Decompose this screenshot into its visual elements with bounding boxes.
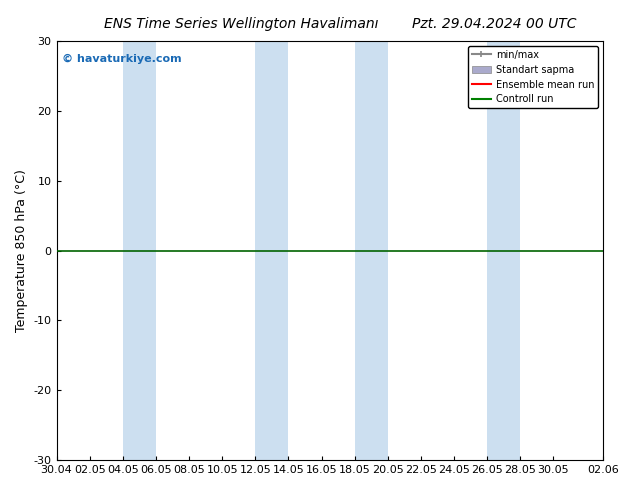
Text: ENS Time Series Wellington Havalimanı: ENS Time Series Wellington Havalimanı [104,17,378,31]
Text: Pzt. 29.04.2024 00 UTC: Pzt. 29.04.2024 00 UTC [412,17,577,31]
Legend: min/max, Standart sapma, Ensemble mean run, Controll run: min/max, Standart sapma, Ensemble mean r… [468,46,598,108]
Bar [603,41,634,460]
Bar [256,41,288,460]
Bar [487,41,521,460]
Y-axis label: Temperature 850 hPa (°C): Temperature 850 hPa (°C) [15,169,28,332]
Text: © havaturkiye.com: © havaturkiye.com [62,53,181,64]
Bar [354,41,388,460]
Bar [123,41,156,460]
